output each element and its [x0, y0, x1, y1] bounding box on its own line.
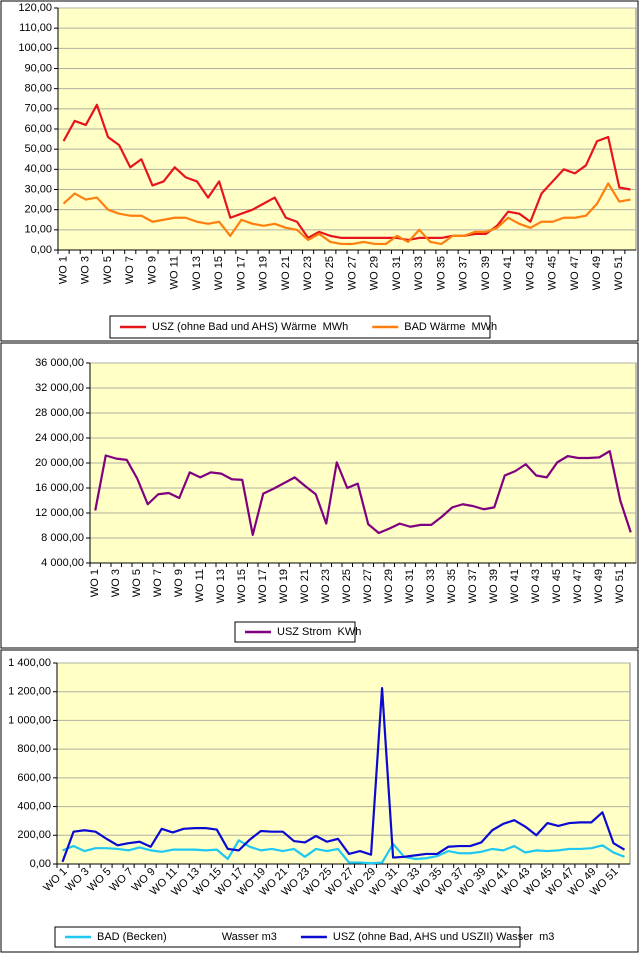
y-tick-label: 400,00 [17, 800, 51, 812]
x-tick-label: WO 51 [613, 256, 625, 290]
line-series [62, 839, 625, 865]
legend-label: USZ (ohne Bad, AHS und USZII) Wasser m3 [333, 931, 555, 943]
x-tick-label: WO 47 [572, 569, 584, 603]
x-tick-label: WO 9 [173, 569, 185, 597]
x-tick-label: WO 49 [591, 256, 603, 290]
x-tick-label: WO 27 [346, 256, 358, 290]
x-tick-label: WO 41 [502, 256, 514, 290]
x-tick-label: WO 33 [413, 256, 425, 290]
y-tick-label: 90,00 [24, 62, 52, 74]
y-tick-label: 1 400,00 [8, 657, 51, 669]
y-tick-label: 30,00 [24, 183, 52, 195]
y-tick-label: 70,00 [24, 103, 52, 115]
y-tick-label: 20 000,00 [35, 457, 84, 469]
x-tick-label: WO 13 [191, 256, 203, 290]
legend-label: USZ Strom KWh [277, 626, 361, 638]
y-tick-label: 1 200,00 [8, 686, 51, 698]
x-tick-label: WO 37 [458, 256, 470, 290]
x-tick-label: WO 23 [320, 569, 332, 603]
x-tick-label: WO 35 [446, 569, 458, 603]
legend-box [234, 621, 356, 643]
x-tick-label: WO 7 [124, 256, 136, 284]
y-tick-label: 0,00 [31, 244, 52, 256]
y-tick-label: 100,00 [18, 42, 52, 54]
x-tick-label: WO 49 [593, 569, 605, 603]
x-tick-label: WO 39 [488, 569, 500, 603]
y-tick-label: 110,00 [19, 22, 52, 34]
x-tick-label: WO 27 [362, 569, 374, 603]
y-tick-label: 8 000,00 [41, 532, 84, 544]
plot-area [56, 662, 631, 865]
x-tick-label: WO 1 [89, 569, 101, 597]
x-tick-label: WO 19 [278, 569, 290, 603]
y-tick-label: 50,00 [24, 143, 52, 155]
x-tick-label: WO 21 [299, 569, 311, 603]
x-tick-label: WO 11 [194, 569, 206, 602]
x-tick-label: WO 17 [235, 256, 247, 290]
legend-label: BAD (Becken) Wasser m3 [97, 931, 277, 943]
y-tick-label: 28 000,00 [35, 407, 84, 419]
line-series [94, 450, 632, 536]
x-tick-label: WO 9 [146, 256, 158, 284]
y-tick-label: 0,00 [30, 858, 51, 870]
legend-label: USZ (ohne Bad und AHS) Wärme MWh [152, 321, 348, 333]
line-series [62, 182, 631, 246]
y-tick-label: 40,00 [24, 163, 52, 175]
y-tick-label: 16 000,00 [35, 482, 84, 494]
x-tick-label: WO 13 [215, 569, 227, 603]
x-tick-label: WO 33 [425, 569, 437, 603]
x-tick-label: WO 39 [480, 256, 492, 290]
x-tick-label: WO 37 [467, 569, 479, 603]
y-tick-label: 200,00 [17, 829, 51, 841]
x-tick-label: WO 1 [57, 256, 69, 284]
x-tick-label: WO 11 [169, 256, 181, 289]
x-tick-label: WO 25 [341, 569, 353, 603]
x-tick-label: WO 23 [302, 256, 314, 290]
line-series [62, 103, 631, 242]
x-tick-label: WO 41 [509, 569, 521, 603]
x-tick-label: WO 7 [152, 569, 164, 597]
x-tick-label: WO 51 [614, 569, 626, 603]
x-tick-label: WO 43 [524, 256, 536, 290]
x-tick-label: WO 17 [257, 569, 269, 603]
y-tick-label: 1 000,00 [8, 714, 51, 726]
x-tick-label: WO 21 [280, 256, 292, 290]
x-tick-label: WO 5 [131, 569, 143, 597]
x-tick-label: WO 45 [547, 256, 559, 290]
x-tick-label: WO 45 [551, 569, 563, 603]
legend-box [109, 315, 491, 339]
y-tick-label: 600,00 [17, 772, 51, 784]
legend-label: BAD Wärme MWh [404, 321, 497, 333]
x-tick-label: WO 31 [404, 569, 416, 603]
y-tick-label: 10,00 [24, 224, 52, 236]
line-series [61, 687, 626, 863]
legend-box [54, 926, 521, 948]
x-tick-label: WO 3 [110, 569, 122, 597]
y-tick-label: 20,00 [24, 204, 52, 216]
y-tick-label: 32 000,00 [35, 382, 84, 394]
y-tick-label: 36 000,00 [35, 357, 84, 369]
y-tick-label: 12 000,00 [35, 507, 84, 519]
x-tick-label: WO 15 [213, 256, 225, 290]
y-tick-label: 60,00 [24, 123, 52, 135]
x-tick-label: WO 25 [324, 256, 336, 290]
x-tick-label: WO 3 [80, 256, 92, 284]
x-tick-label: WO 31 [391, 256, 403, 290]
y-tick-label: 80,00 [24, 83, 52, 95]
x-tick-label: WO 5 [102, 256, 114, 284]
x-tick-label: WO 19 [258, 256, 270, 290]
x-tick-label: WO 43 [530, 569, 542, 603]
x-tick-label: WO 29 [383, 569, 395, 603]
y-tick-label: 120,00 [18, 2, 52, 14]
x-tick-label: WO 29 [369, 256, 381, 290]
y-tick-label: 4 000,00 [41, 557, 84, 569]
x-tick-label: WO 47 [569, 256, 581, 290]
x-tick-label: WO 15 [236, 569, 248, 603]
y-tick-label: 800,00 [17, 743, 51, 755]
y-tick-label: 24 000,00 [35, 432, 84, 444]
x-tick-label: WO 35 [435, 256, 447, 290]
